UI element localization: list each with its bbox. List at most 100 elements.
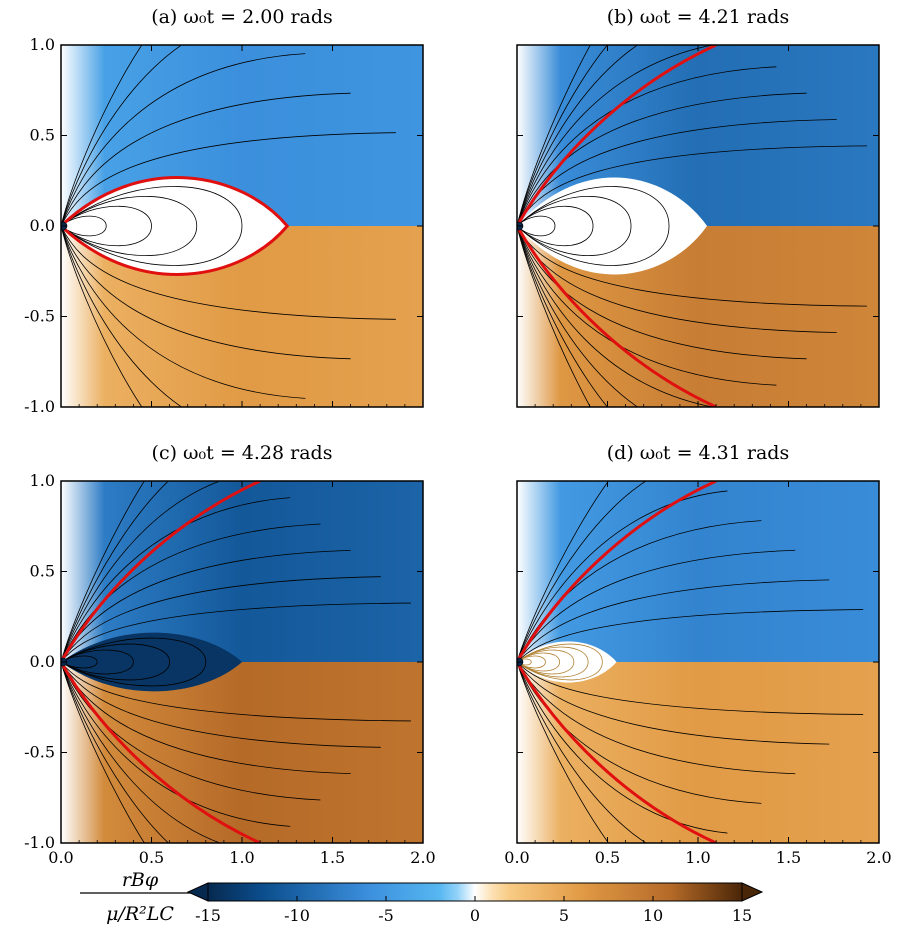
x-tick-label: 0.5 [595, 848, 620, 867]
colorbar-min-arrow [186, 882, 209, 902]
closed-field-line [517, 655, 546, 669]
separatrix [61, 661, 261, 843]
field-line [61, 602, 411, 663]
colorbar-max-arrow [741, 882, 764, 902]
panel-a: (a) ω₀t = 2.00 rads 1.0 0.5 0.0 -0.5 -1.0 [24, 6, 424, 416]
field-line [61, 576, 381, 663]
closed-field-line [61, 637, 207, 687]
panel-d: (d) ω₀t = 4.31 rads 0.0 0.5 1.0 1.5 2.0 [504, 442, 892, 867]
y-tick-label: -0.5 [24, 307, 55, 326]
field-line [61, 481, 145, 663]
closed-field-line [61, 649, 134, 675]
closed-zone [517, 177, 708, 275]
separatrix [517, 661, 717, 843]
colorbar-tick-label: 0 [470, 906, 480, 925]
lower-hemisphere [61, 662, 423, 843]
field-line [61, 225, 396, 320]
panel-b-title: (b) ω₀t = 4.21 rads [607, 6, 789, 28]
lower-hemisphere [517, 662, 879, 843]
colorbar-label-denominator: μ/R²LC [106, 903, 174, 925]
colorbar-ticks: -15 -10 -5 0 5 10 15 [195, 896, 752, 925]
field-line [517, 45, 716, 227]
field-line [517, 66, 777, 227]
field-line [517, 225, 591, 407]
field-line [61, 92, 351, 227]
field-line [517, 661, 647, 843]
x-tick-label: 1.0 [685, 848, 710, 867]
closed-field-line [61, 196, 198, 256]
field-line [517, 609, 864, 663]
x-tick-label: 1.0 [229, 848, 254, 867]
field-line [517, 661, 610, 843]
field-line [517, 661, 830, 745]
closed-field-line [61, 205, 152, 247]
separatrix [61, 176, 290, 276]
panel-a-title: (a) ω₀t = 2.00 rads [151, 6, 333, 28]
y-tick-label: 0.0 [30, 652, 55, 671]
separatrix [517, 225, 717, 407]
colorbar-tick-label: 15 [732, 906, 752, 925]
field-line [61, 661, 381, 748]
separatrix [517, 481, 717, 663]
field-line [61, 45, 183, 227]
field-line [517, 225, 609, 407]
panel-d-plot: 0.0 0.5 1.0 1.5 2.0 [504, 480, 892, 867]
colorbar-tick-label: -15 [195, 906, 221, 925]
field-line [517, 225, 716, 407]
x-tick-label: 2.0 [866, 848, 891, 867]
field-line [517, 225, 807, 360]
panel-b-plot [516, 44, 880, 408]
closed-field-line [517, 215, 556, 237]
closed-field-line [517, 196, 632, 256]
separatrix [517, 45, 717, 227]
closed-field-line [517, 646, 589, 678]
panel-a-plot: 1.0 0.5 0.0 -0.5 -1.0 [24, 35, 424, 416]
field-line [517, 225, 777, 386]
x-tick-label: 0.0 [504, 848, 529, 867]
closed-field-line [517, 649, 575, 675]
upper-hemisphere [517, 481, 879, 662]
field-line [61, 661, 291, 827]
field-line [61, 661, 170, 843]
field-line [61, 225, 143, 407]
closed-zone [517, 641, 617, 683]
field-line [517, 481, 610, 663]
panel-d-title: (d) ω₀t = 4.31 rads [607, 442, 789, 464]
colorbar-label-numerator: rBφ [122, 869, 159, 891]
x-tick-label: 0.5 [139, 848, 164, 867]
panel-c: (c) ω₀t = 4.28 rads 0.0 0.5 1.0 1.5 2.01.00.… [24, 442, 436, 867]
panel-b: (b) ω₀t = 4.21 rads [516, 6, 880, 408]
y-tick-label: 0.0 [30, 216, 55, 235]
closed-field-line [517, 186, 670, 266]
panel-c-title: (c) ω₀t = 4.28 rads [152, 442, 333, 464]
colorbar-tick-label: -10 [284, 906, 310, 925]
y-tick-label: 1.0 [30, 35, 55, 54]
y-tick-label: 0.5 [30, 562, 55, 581]
x-tick-label: 1.5 [320, 848, 345, 867]
y-tick-label: -0.5 [24, 743, 55, 762]
field-line [61, 225, 351, 360]
closed-field-line [61, 643, 171, 681]
colorbar-tick-label: 5 [559, 906, 569, 925]
y-tick-label: 0.5 [30, 126, 55, 145]
field-line [61, 45, 143, 227]
field-line [61, 497, 291, 663]
field-line [517, 45, 591, 227]
field-line [61, 53, 306, 227]
field-line [517, 45, 639, 227]
upper-hemisphere [61, 481, 423, 662]
closed-field-line [517, 652, 561, 672]
closed-field-line [517, 643, 603, 681]
y-tick-label: -1.0 [24, 833, 55, 852]
y-tick-label: -1.0 [24, 397, 55, 416]
field-line [517, 481, 647, 663]
field-line [61, 481, 170, 663]
colorbar-tick-label: -5 [378, 906, 394, 925]
field-line [517, 225, 639, 407]
field-line [61, 661, 411, 722]
closed-field-line [517, 205, 594, 247]
field-line [61, 661, 145, 843]
field-line [61, 225, 183, 407]
closed-field-line [61, 215, 107, 237]
